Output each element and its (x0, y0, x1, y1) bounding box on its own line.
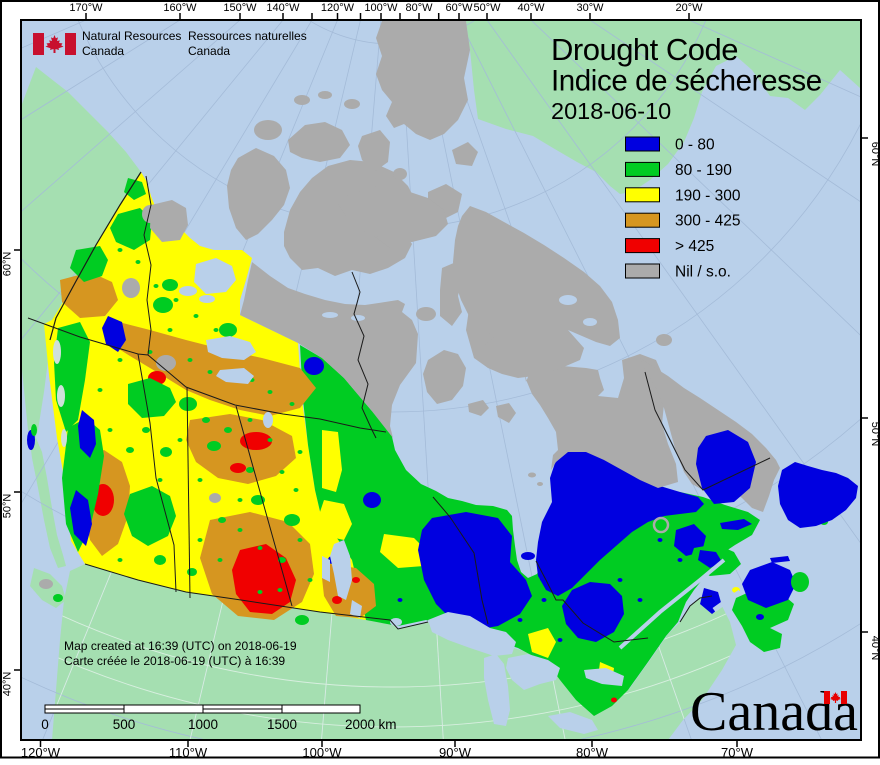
svg-text:Indice de sécheresse: Indice de sécheresse (551, 65, 822, 98)
svg-text:Nil / s.o.: Nil / s.o. (675, 264, 731, 281)
svg-text:Carte créée le 2018-06-19 (UTC: Carte créée le 2018-06-19 (UTC) à 16:39 (64, 654, 285, 668)
svg-text:170°W: 170°W (69, 2, 103, 14)
svg-text:120°W: 120°W (21, 745, 61, 760)
svg-text:0 - 80: 0 - 80 (675, 137, 715, 154)
svg-text:2000: 2000 (345, 717, 375, 732)
svg-text:150°W: 150°W (223, 2, 257, 14)
svg-text:1000: 1000 (188, 717, 218, 732)
svg-text:80 - 190: 80 - 190 (675, 162, 732, 179)
svg-text:60°W: 60°W (445, 2, 473, 14)
svg-text:50°N: 50°N (2, 494, 14, 519)
svg-text:2018-06-10: 2018-06-10 (551, 98, 671, 124)
svg-text:300 - 425: 300 - 425 (675, 213, 741, 230)
svg-text:70°W: 70°W (721, 745, 754, 760)
svg-text:110°W: 110°W (169, 745, 208, 760)
svg-text:40°W: 40°W (517, 2, 545, 14)
svg-text:30°W: 30°W (576, 2, 604, 14)
svg-text:Canada: Canada (82, 44, 124, 58)
svg-text:190 - 300: 190 - 300 (675, 187, 741, 204)
svg-text:50°W: 50°W (473, 2, 501, 14)
svg-text:Canada: Canada (188, 44, 230, 58)
svg-text:1500: 1500 (267, 717, 297, 732)
svg-text:100°W: 100°W (364, 2, 398, 14)
svg-text:140°W: 140°W (266, 2, 300, 14)
svg-text:40°N: 40°N (2, 672, 14, 697)
svg-text:Canada: Canada (690, 681, 858, 743)
svg-text:50°N: 50°N (869, 422, 880, 447)
svg-text:60°N: 60°N (2, 252, 14, 277)
svg-text:km: km (379, 717, 397, 732)
svg-text:100°W: 100°W (302, 745, 342, 760)
svg-text:40°N: 40°N (869, 636, 880, 661)
svg-text:Natural Resources: Natural Resources (82, 29, 181, 43)
svg-text:80°W: 80°W (576, 745, 609, 760)
svg-text:80°W: 80°W (405, 2, 433, 14)
svg-text:Drought Code: Drought Code (551, 32, 738, 67)
svg-text:120°W: 120°W (321, 2, 355, 14)
svg-text:90°W: 90°W (439, 745, 472, 760)
svg-text:Ressources naturelles: Ressources naturelles (188, 29, 307, 43)
svg-text:20°W: 20°W (675, 2, 703, 14)
svg-text:Map created at 16:39 (UTC) on: Map created at 16:39 (UTC) on 2018-06-19 (64, 639, 297, 653)
svg-text:160°W: 160°W (163, 2, 197, 14)
svg-text:> 425: > 425 (675, 238, 714, 255)
svg-text:0: 0 (41, 717, 49, 732)
svg-text:60°N: 60°N (869, 142, 880, 167)
svg-text:500: 500 (113, 717, 136, 732)
